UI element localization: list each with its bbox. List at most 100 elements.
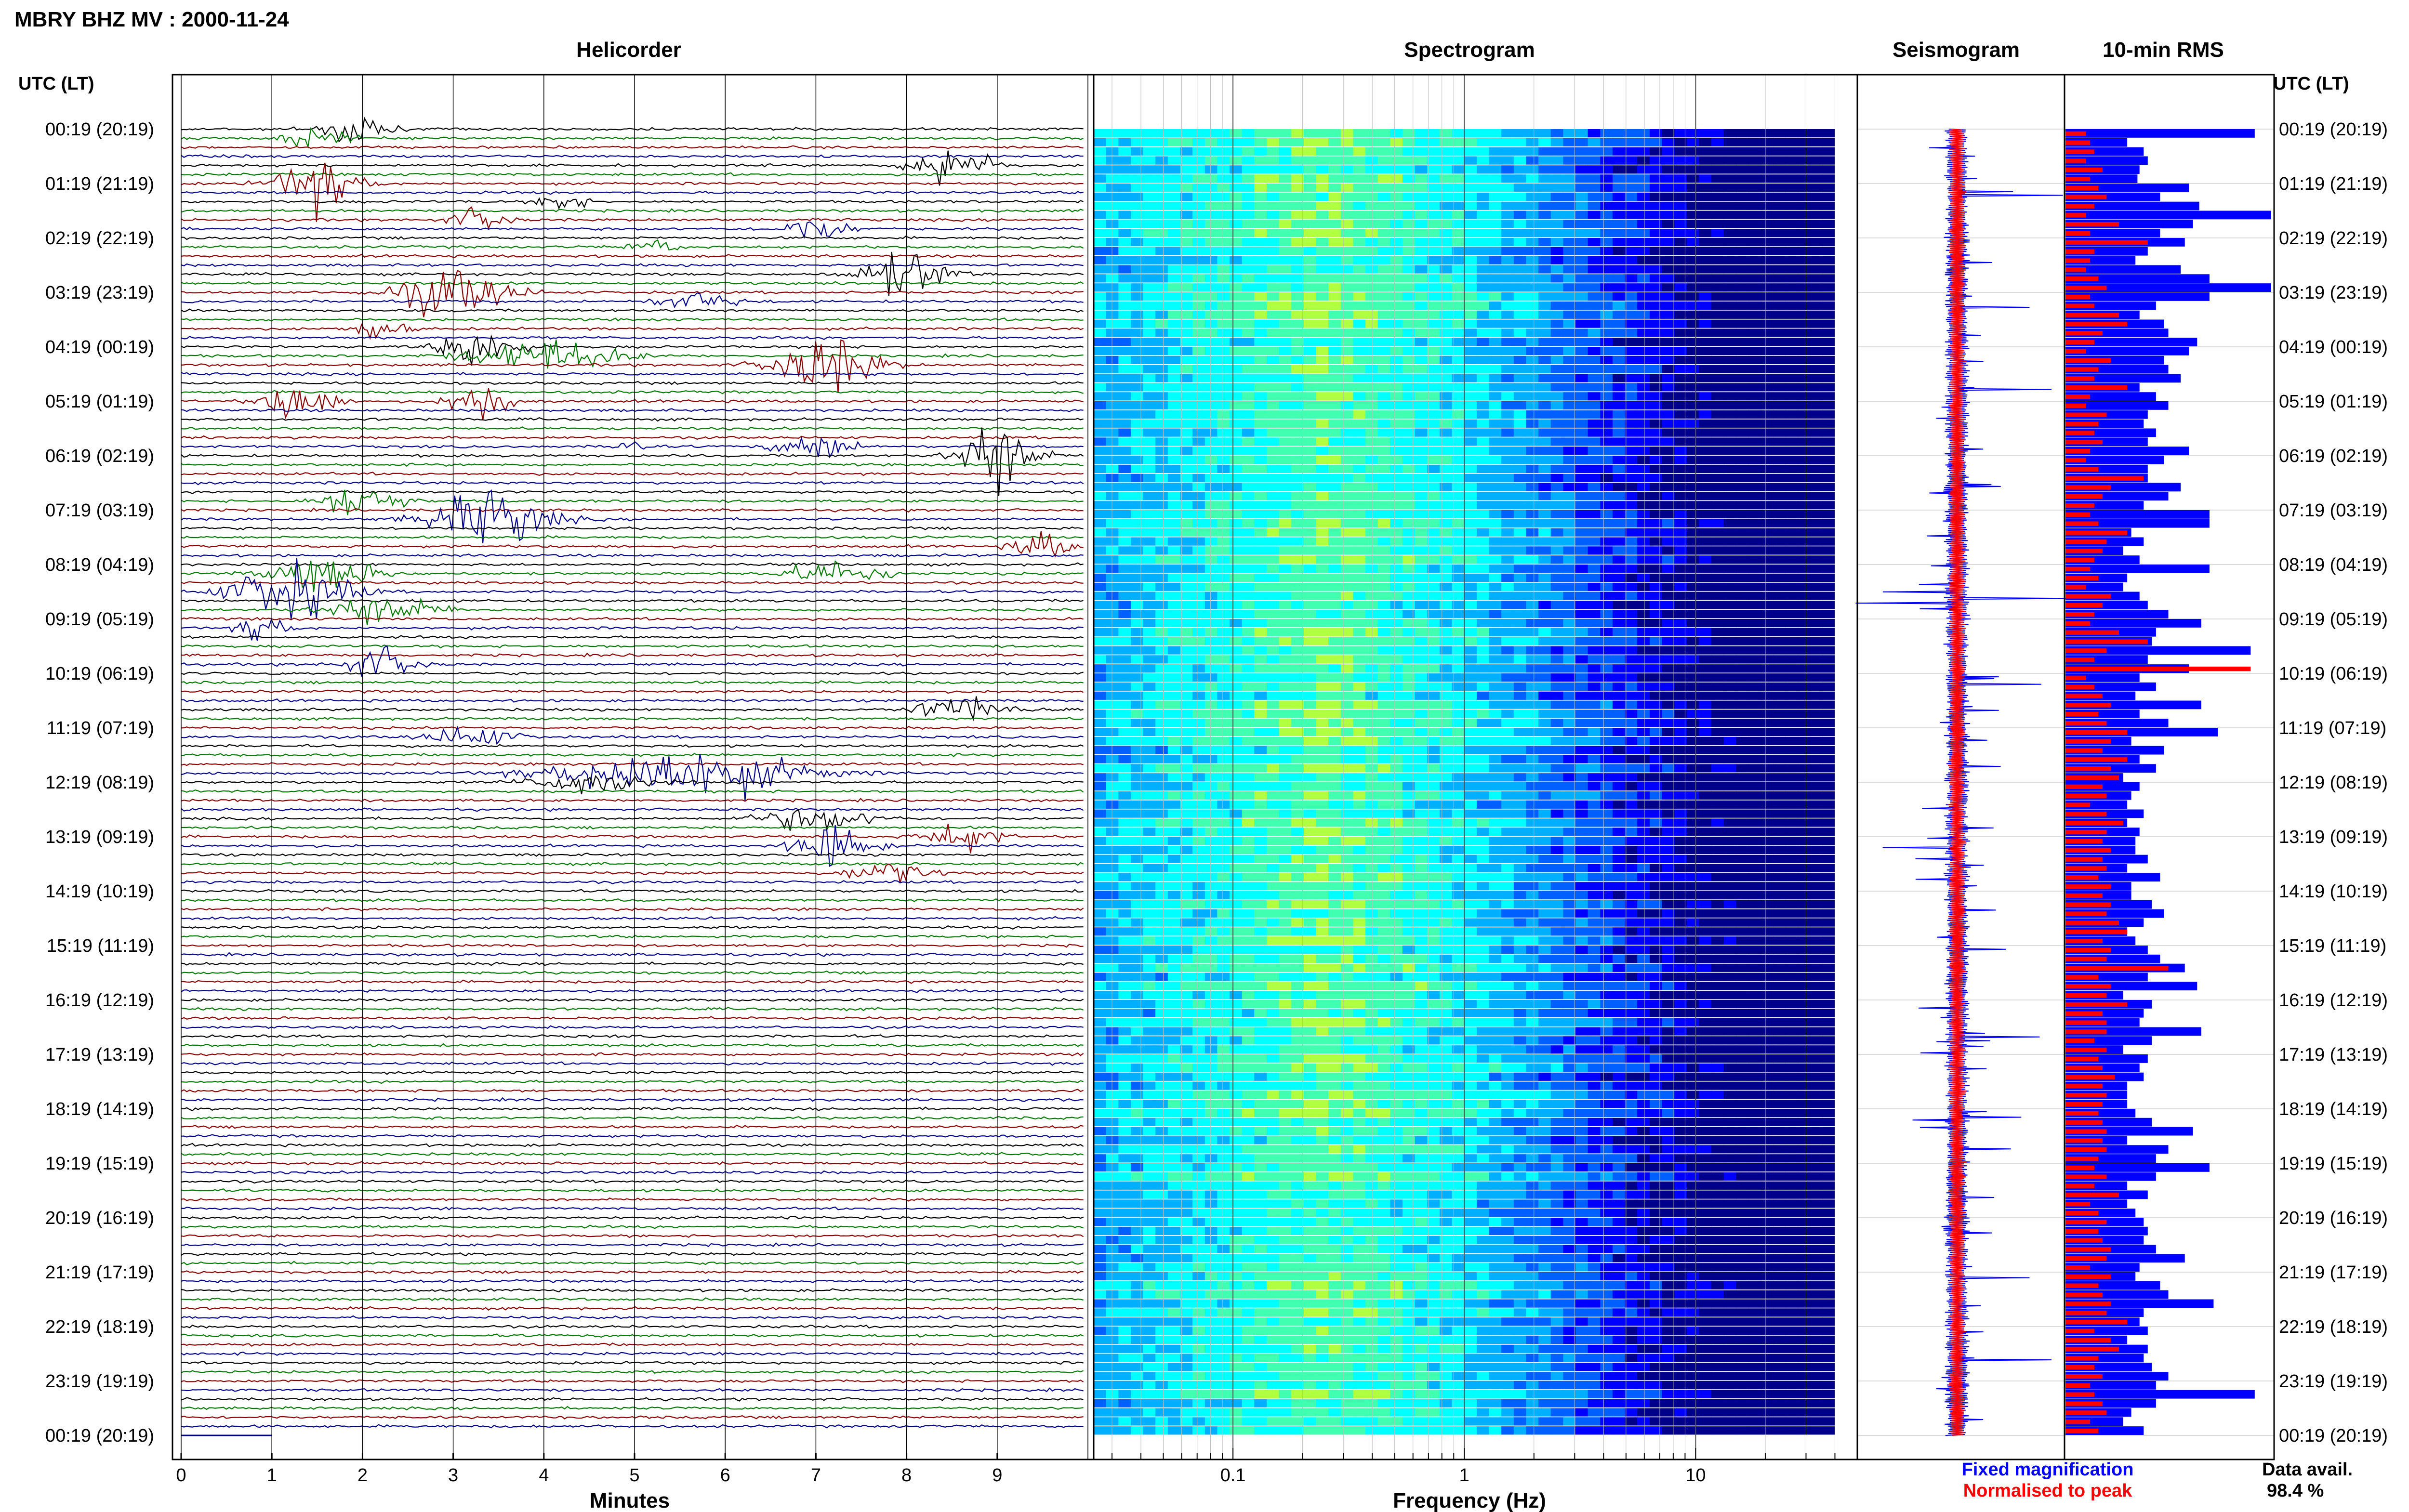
spectrogram-cell xyxy=(1230,464,1243,473)
spectrogram-cell xyxy=(1513,782,1526,791)
spectrogram-cell xyxy=(1106,319,1119,328)
spectrogram-cell xyxy=(1217,764,1230,773)
spectrogram-cell xyxy=(1723,746,1736,754)
spectrogram-cell xyxy=(1377,256,1390,264)
spectrogram-cell xyxy=(1798,610,1811,618)
spectrogram-cell xyxy=(1303,473,1317,482)
spectrogram-cell xyxy=(1501,592,1514,600)
spectrogram-cell xyxy=(1822,537,1835,546)
spectrogram-cell xyxy=(1377,773,1390,782)
spectrogram-cell xyxy=(1118,473,1131,482)
spectrogram-cell xyxy=(1452,256,1465,264)
spectrogram-cell xyxy=(1167,728,1180,736)
spectrogram-cell xyxy=(1230,247,1243,255)
spectrogram-cell xyxy=(1316,374,1329,382)
spectrogram-cell xyxy=(1316,310,1329,319)
spectrogram-cell xyxy=(1637,746,1650,754)
spectrogram-cell xyxy=(1340,582,1353,591)
spectrogram-cell xyxy=(1489,719,1502,727)
spectrogram-cell xyxy=(1625,473,1638,482)
spectrogram-cell xyxy=(1464,365,1477,373)
spectrogram-cell xyxy=(1501,773,1514,782)
spectrogram-cell xyxy=(1563,492,1576,500)
spectrogram-cell xyxy=(1427,247,1440,255)
spectrogram-cell xyxy=(1204,365,1218,373)
spectrogram-cell xyxy=(1377,192,1390,201)
spectrogram-cell xyxy=(1501,818,1514,827)
spectrogram-cell xyxy=(1180,229,1193,237)
spectrogram-cell xyxy=(1798,782,1811,791)
spectrogram-cell xyxy=(1217,565,1230,573)
spectrogram-cell xyxy=(1303,809,1317,818)
spectrogram-cell xyxy=(1649,573,1663,582)
spectrogram-cell xyxy=(1600,247,1613,255)
spectrogram-cell xyxy=(1155,610,1168,618)
spectrogram-cell xyxy=(1427,565,1440,573)
spectrogram-cell xyxy=(1316,165,1329,174)
spectrogram-cell xyxy=(1637,519,1650,527)
spectrogram-cell xyxy=(1612,837,1626,845)
spectrogram-cell xyxy=(1403,410,1416,419)
spectrogram-cell xyxy=(1377,374,1390,382)
spectrogram-cell xyxy=(1785,637,1799,645)
spectrogram-cell xyxy=(1291,256,1304,264)
spectrogram-cell xyxy=(1230,319,1243,328)
spectrogram-cell xyxy=(1254,528,1267,537)
spectrogram-cell xyxy=(1217,501,1230,510)
spectrogram-cell xyxy=(1798,809,1811,818)
spectrogram-cell xyxy=(1403,165,1416,174)
spectrogram-cell xyxy=(1180,374,1193,382)
spectrogram-cell xyxy=(1143,319,1156,328)
spectrogram-cell xyxy=(1180,719,1193,727)
spectrogram-cell xyxy=(1130,691,1144,700)
spectrogram-cell xyxy=(1489,637,1502,645)
spectrogram-cell xyxy=(1353,483,1366,491)
spectrogram-cell xyxy=(1501,365,1514,373)
spectrogram-cell xyxy=(1254,319,1267,328)
spectrogram-cell xyxy=(1637,492,1650,500)
spectrogram-cell xyxy=(1798,256,1811,264)
spectrogram-cell xyxy=(1538,184,1551,192)
spectrogram-cell xyxy=(1501,619,1514,628)
spectrogram-cell xyxy=(1390,828,1403,836)
spectrogram-cell xyxy=(1377,537,1390,546)
spectrogram-cell xyxy=(1167,156,1180,165)
spectrogram-cell xyxy=(1476,736,1490,745)
spectrogram-cell xyxy=(1316,746,1329,754)
spectrogram-cell xyxy=(1736,565,1749,573)
spectrogram-cell xyxy=(1538,247,1551,255)
spectrogram-cell xyxy=(1316,828,1329,836)
spectrogram-cell xyxy=(1785,265,1799,274)
spectrogram-cell xyxy=(1316,619,1329,628)
spectrogram-cell xyxy=(1662,728,1675,736)
spectrogram-cell xyxy=(1810,565,1823,573)
spectrogram-cell xyxy=(1328,319,1341,328)
spectrogram-cell xyxy=(1723,646,1736,655)
spectrogram-cell xyxy=(1736,582,1749,591)
spectrogram-cell xyxy=(1279,374,1292,382)
spectrogram-cell xyxy=(1279,210,1292,219)
spectrogram-cell xyxy=(1625,736,1638,745)
spectrogram-cell xyxy=(1600,501,1613,510)
spectrogram-cell xyxy=(1810,192,1823,201)
spectrogram-cell xyxy=(1550,374,1563,382)
spectrogram-cell xyxy=(1600,256,1613,264)
spectrogram-cell xyxy=(1773,383,1786,392)
spectrogram-cell xyxy=(1192,301,1205,310)
spectrogram-cell xyxy=(1415,664,1428,673)
spectrogram-cell xyxy=(1106,274,1119,283)
spectrogram-cell xyxy=(1563,329,1576,337)
spectrogram-cell xyxy=(1563,165,1576,174)
spectrogram-cell xyxy=(1180,592,1193,600)
spectrogram-cell xyxy=(1822,619,1835,628)
spectrogram-cell xyxy=(1612,365,1626,373)
spectrogram-cell xyxy=(1575,292,1588,301)
spectrogram-cell xyxy=(1798,483,1811,491)
spectrogram-cell xyxy=(1328,483,1341,491)
spectrogram-cell xyxy=(1365,782,1378,791)
spectrogram-cell xyxy=(1649,646,1663,655)
spectrogram-cell xyxy=(1686,383,1699,392)
spectrogram-cell xyxy=(1513,347,1526,355)
spectrogram-cell xyxy=(1711,447,1724,455)
spectrogram-cell xyxy=(1365,736,1378,745)
